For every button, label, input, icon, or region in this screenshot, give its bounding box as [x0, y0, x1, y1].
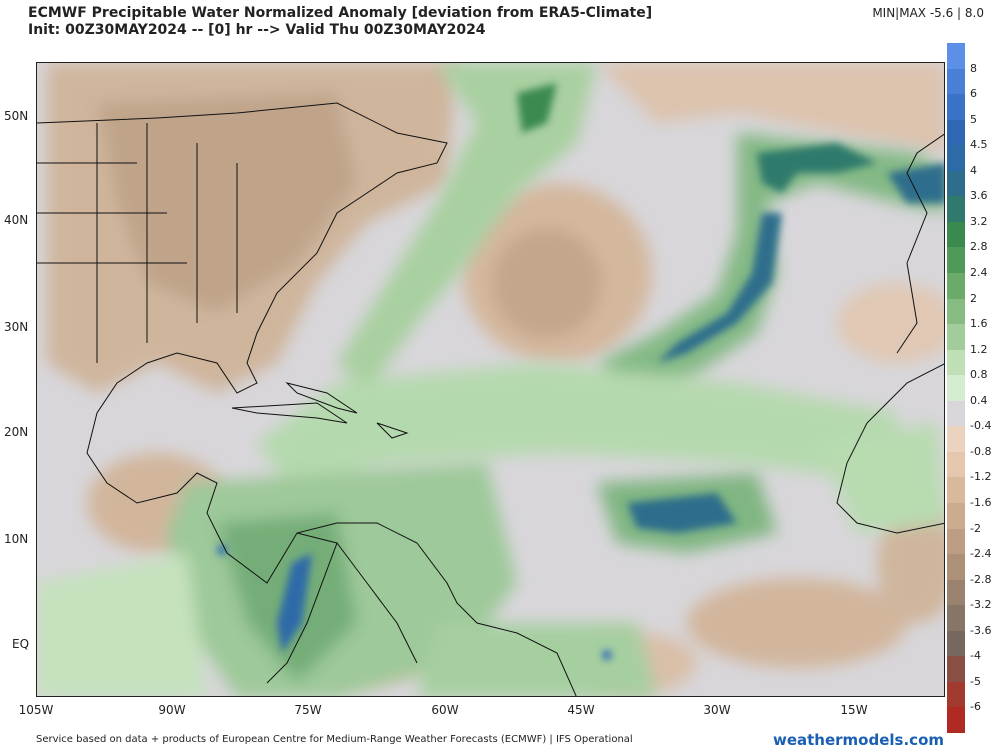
colorbar-segment	[947, 451, 965, 478]
anomaly-map	[36, 62, 945, 697]
colorbar-segment	[947, 400, 965, 427]
colorbar-tick-label: 3.2	[970, 214, 988, 228]
lon-label-105w: 105W	[18, 703, 54, 717]
high-anomaly-cores	[217, 83, 944, 660]
colorbar-segment	[947, 707, 965, 734]
colorbar-tick-label: -3.2	[970, 598, 992, 612]
lat-label-30n: 30N	[4, 320, 29, 334]
colorbar-segment	[947, 681, 965, 708]
colorbar-segment	[947, 221, 965, 248]
min-max-readout: MIN|MAX -5.6 | 8.0	[872, 6, 984, 20]
colorbar-segment	[947, 349, 965, 376]
coastlines	[37, 102, 944, 696]
colorbar-tick-label: 0.4	[970, 393, 988, 407]
colorbar-tick-label: 0.8	[970, 368, 988, 382]
colorbar-segment	[947, 554, 965, 581]
colorbar-segment	[947, 298, 965, 325]
colorbar-segment	[947, 68, 965, 95]
colorbar-tick-label: 6	[970, 87, 977, 101]
colorbar	[947, 43, 965, 734]
lon-label-15w: 15W	[840, 703, 868, 717]
colorbar-tick-label: -1.2	[970, 470, 992, 484]
lon-label-60w: 60W	[431, 703, 459, 717]
colorbar-segment	[947, 196, 965, 223]
colorbar-segment	[947, 579, 965, 606]
colorbar-segment	[947, 426, 965, 453]
brand-link[interactable]: weathermodels.com	[772, 731, 944, 749]
lon-label-30w: 30W	[703, 703, 731, 717]
colorbar-tick-label: 2.4	[970, 266, 988, 279]
colorbar-tick-label: 2	[970, 291, 977, 305]
colorbar-segment	[947, 656, 965, 683]
colorbar-segment	[947, 324, 965, 351]
colorbar-tick-label: -4	[970, 649, 981, 663]
colorbar-segment	[947, 630, 965, 657]
colorbar-segment	[947, 503, 965, 530]
colorbar-segment	[947, 119, 965, 146]
lon-label-75w: 75W	[294, 703, 322, 717]
colorbar-tick-label: -2.8	[970, 572, 992, 586]
colorbar-segment	[947, 375, 965, 402]
colorbar-segment	[947, 145, 965, 172]
colorbar-tick-label: -2.4	[970, 547, 992, 561]
colorbar-segment	[947, 43, 965, 70]
lat-label-eq: EQ	[12, 637, 30, 651]
lon-label-90w: 90W	[158, 703, 186, 717]
data-source-credit: Service based on data + products of Euro…	[36, 734, 633, 745]
lat-label-50n: 50N	[4, 109, 29, 123]
colorbar-tick-label: 1.6	[970, 317, 988, 331]
colorbar-tick-label: 4	[970, 163, 977, 177]
colorbar-tick-label: -6	[970, 700, 981, 714]
colorbar-tick-label: 2.8	[970, 240, 988, 254]
colorbar-tick-label: -3.6	[970, 623, 992, 637]
colorbar-tick-label: 5	[970, 112, 977, 126]
lat-label-20n: 20N	[4, 425, 29, 439]
colorbar-tick-label: -1.6	[970, 496, 992, 509]
colorbar-tick-label: -0.8	[970, 444, 992, 458]
colorbar-tick-label: -2	[970, 521, 981, 535]
colorbar-tick-label: 8	[970, 61, 977, 75]
colorbar-tick-label: -5	[970, 674, 981, 688]
colorbar-segment	[947, 94, 965, 121]
colorbar-segment	[947, 477, 965, 504]
colorbar-tick-label: 3.6	[970, 189, 988, 203]
map-canvas	[37, 63, 944, 696]
lat-label-40n: 40N	[4, 213, 29, 227]
map-title: ECMWF Precipitable Water Normalized Anom…	[28, 5, 653, 21]
lat-label-10n: 10N	[4, 532, 29, 546]
map-subtitle: Init: 00Z30MAY2024 -- [0] hr --> Valid T…	[28, 22, 486, 38]
colorbar-segment	[947, 528, 965, 555]
colorbar-segment	[947, 170, 965, 197]
colorbar-segment	[947, 273, 965, 300]
colorbar-tick-label: 1.2	[970, 342, 988, 356]
colorbar-tick-label: 4.5	[970, 138, 988, 152]
colorbar-segment	[947, 247, 965, 274]
colorbar-tick-label: -0.4	[970, 419, 992, 433]
lon-label-45w: 45W	[567, 703, 595, 717]
colorbar-segment	[947, 605, 965, 632]
